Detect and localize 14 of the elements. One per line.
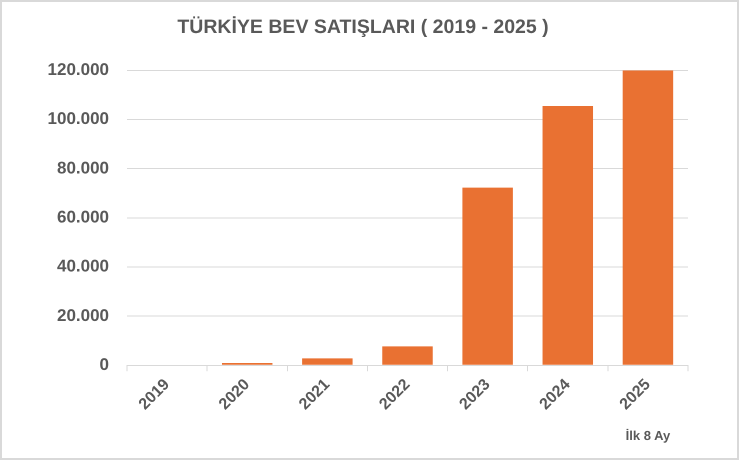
y-tick-label: 120.000 <box>48 60 109 80</box>
bar <box>542 106 594 365</box>
bar <box>622 70 674 365</box>
bar <box>382 346 433 365</box>
y-tick-label: 20.000 <box>57 306 109 325</box>
bar <box>462 188 513 365</box>
y-tick-label: 40.000 <box>57 256 109 276</box>
chart-title: TÜRKİYE BEV SATIŞLARI ( 2019 - 2025 ) <box>177 16 549 38</box>
y-tick-label: 100.000 <box>48 109 109 128</box>
y-tick-label: 0 <box>100 354 109 374</box>
y-tick-label: 80.000 <box>57 158 109 178</box>
text: İlk 8 Ay <box>626 428 671 444</box>
bar <box>302 358 353 365</box>
y-tick-label: 60.000 <box>57 208 109 227</box>
